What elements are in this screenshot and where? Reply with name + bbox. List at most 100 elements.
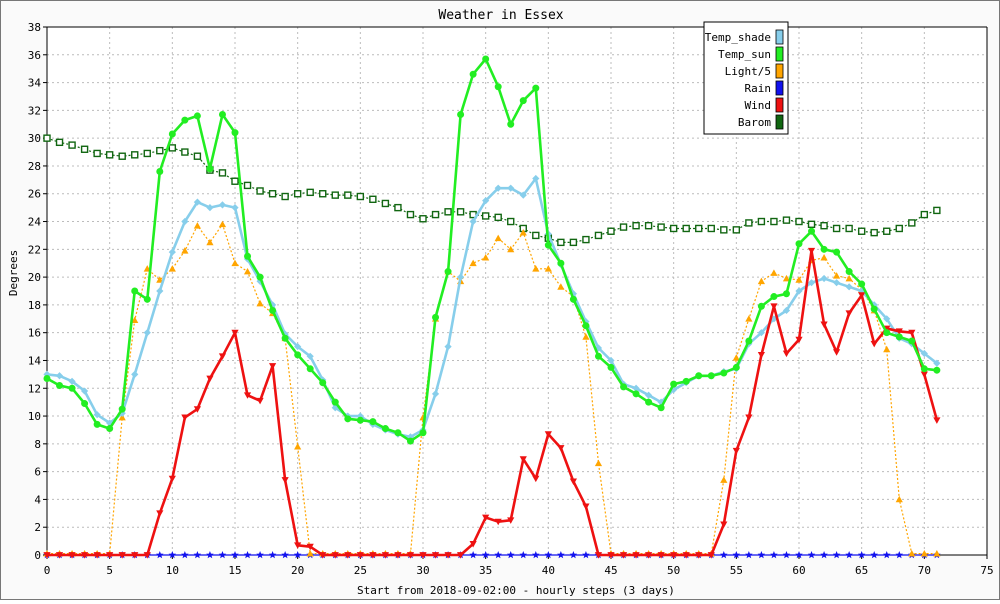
data-point-rain bbox=[218, 551, 227, 559]
legend-label-light-5: Light/5 bbox=[725, 65, 771, 78]
data-point-light-5 bbox=[782, 274, 791, 282]
legend-label-barom: Barom bbox=[738, 116, 771, 129]
data-point-light-5 bbox=[745, 315, 753, 322]
data-point-light-5 bbox=[532, 265, 540, 272]
data-point-rain bbox=[506, 551, 515, 559]
data-point-temp-shade bbox=[519, 191, 527, 199]
data-point-temp-sun bbox=[695, 372, 703, 380]
data-point-wind bbox=[619, 552, 628, 559]
data-point-wind bbox=[720, 521, 728, 529]
series-wind bbox=[43, 247, 941, 559]
data-point-temp-sun bbox=[381, 425, 389, 433]
data-point-temp-shade bbox=[482, 197, 490, 205]
data-point-barom bbox=[695, 224, 703, 233]
data-point-wind bbox=[482, 514, 490, 522]
data-point-wind bbox=[845, 310, 853, 317]
data-point-temp-sun bbox=[168, 130, 176, 138]
data-point-wind bbox=[419, 552, 427, 559]
data-point-barom bbox=[782, 216, 791, 224]
data-point-temp-shade bbox=[845, 283, 853, 291]
data-point-rain bbox=[782, 551, 791, 559]
y-tick-label: 2 bbox=[34, 521, 41, 534]
x-tick-label: 0 bbox=[44, 564, 51, 577]
data-point-temp-sun bbox=[406, 437, 414, 445]
data-point-barom bbox=[281, 192, 289, 201]
legend-swatch-temp-shade bbox=[775, 29, 784, 45]
data-point-rain bbox=[532, 551, 540, 559]
data-point-rain bbox=[519, 551, 528, 559]
data-point-wind bbox=[632, 552, 640, 559]
data-point-wind bbox=[356, 552, 364, 559]
data-point-temp-sun bbox=[845, 268, 853, 276]
data-point-temp-sun bbox=[369, 418, 377, 426]
data-point-temp-sun bbox=[782, 290, 790, 298]
data-point-rain bbox=[795, 551, 803, 559]
data-point-temp-sun bbox=[269, 306, 277, 314]
data-point-temp-shade bbox=[933, 359, 941, 367]
data-point-temp-shade bbox=[494, 184, 502, 192]
data-point-temp-sun bbox=[306, 365, 314, 373]
y-tick-label: 16 bbox=[28, 327, 41, 340]
data-point-barom bbox=[80, 145, 89, 153]
data-point-temp-shade bbox=[807, 279, 816, 287]
data-point-wind bbox=[544, 431, 552, 438]
data-point-light-5 bbox=[883, 345, 891, 353]
data-point-barom bbox=[619, 223, 628, 231]
data-point-light-5 bbox=[131, 316, 139, 324]
data-point-barom bbox=[55, 138, 64, 147]
data-point-barom bbox=[720, 226, 728, 234]
data-point-barom bbox=[757, 217, 766, 226]
data-point-barom bbox=[845, 224, 853, 233]
data-point-barom bbox=[682, 224, 690, 233]
data-point-temp-sun bbox=[720, 369, 728, 377]
data-point-temp-sun bbox=[494, 83, 502, 91]
legend-swatch-temp-sun bbox=[775, 46, 784, 62]
data-point-barom bbox=[644, 221, 653, 230]
data-point-temp-sun bbox=[106, 425, 114, 433]
data-point-temp-sun bbox=[607, 363, 615, 371]
data-point-temp-sun bbox=[770, 293, 778, 301]
data-point-barom bbox=[507, 217, 515, 226]
data-point-temp-sun bbox=[620, 383, 628, 391]
y-tick-label: 32 bbox=[28, 104, 41, 117]
data-point-rain bbox=[469, 551, 477, 559]
data-point-wind bbox=[406, 552, 415, 559]
y-tick-label: 22 bbox=[28, 243, 41, 256]
data-point-barom bbox=[444, 208, 452, 216]
legend: Temp_shade Temp_sun Light/5 Rain Wind Barom bbox=[703, 21, 789, 135]
data-point-barom bbox=[356, 192, 365, 201]
data-point-rain bbox=[732, 551, 741, 559]
data-point-temp-shade bbox=[444, 342, 452, 351]
data-point-rain bbox=[293, 551, 302, 559]
y-tick-label: 24 bbox=[28, 216, 42, 229]
data-point-wind bbox=[168, 475, 176, 483]
data-point-barom bbox=[607, 227, 615, 235]
data-point-temp-sun bbox=[294, 351, 302, 359]
data-point-light-5 bbox=[482, 254, 490, 261]
data-point-temp-sun bbox=[432, 313, 440, 321]
data-point-light-5 bbox=[582, 333, 590, 340]
x-tick-label: 40 bbox=[542, 564, 555, 577]
data-point-temp-sun bbox=[331, 398, 339, 406]
data-point-wind bbox=[494, 518, 502, 526]
data-point-barom bbox=[920, 210, 929, 219]
x-tick-label: 10 bbox=[166, 564, 179, 577]
data-point-temp-sun bbox=[682, 377, 690, 385]
data-point-temp-sun bbox=[143, 295, 151, 303]
data-point-temp-shade bbox=[870, 301, 878, 309]
data-point-barom bbox=[306, 188, 314, 197]
legend-swatch-rain bbox=[775, 80, 784, 96]
data-point-temp-shade bbox=[269, 301, 277, 309]
data-point-light-5 bbox=[294, 443, 302, 450]
data-point-wind bbox=[645, 552, 653, 559]
data-point-temp-shade bbox=[193, 198, 201, 206]
data-point-barom bbox=[131, 151, 139, 159]
data-point-wind bbox=[858, 292, 866, 299]
data-point-barom bbox=[431, 210, 440, 219]
legend-box bbox=[703, 21, 789, 135]
data-point-barom bbox=[456, 208, 465, 216]
data-point-rain bbox=[256, 551, 264, 559]
series-temp-sun bbox=[43, 55, 941, 445]
data-point-wind bbox=[93, 552, 101, 559]
